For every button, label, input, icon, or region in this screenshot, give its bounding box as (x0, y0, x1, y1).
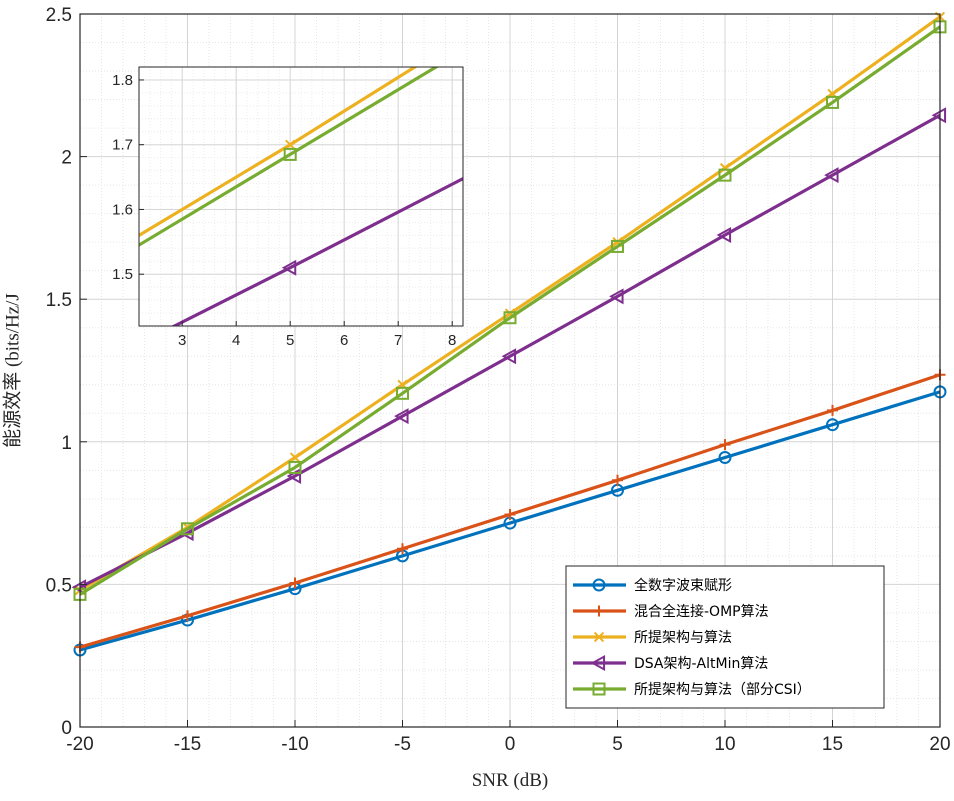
inset-zoom-chart: 3 4 5 6 7 8 1.5 1.6 1.7 1.8 (112, 66, 464, 349)
legend-swatch-marker (590, 654, 606, 672)
data-point (181, 522, 194, 536)
legend-label: 所提架构与算法（部分CSI） (634, 682, 811, 698)
legend-swatch-marker (593, 605, 605, 617)
series-line (79, 113, 941, 589)
inset-y-tick-label: 1.6 (112, 201, 133, 218)
data-point (71, 579, 87, 596)
data-point (288, 460, 302, 474)
x-axis-label: SNR (dB) (472, 770, 549, 791)
data-point (824, 167, 839, 184)
data-point (718, 168, 732, 182)
inset-x-tick-label: 8 (448, 332, 456, 349)
inset-data-point (281, 259, 297, 276)
legend-item-1: 混合全连接-OMP算法 (573, 603, 769, 620)
x-tick-label: -15 (174, 734, 201, 755)
data-point (394, 408, 409, 425)
inset-tick-labels: 3 4 5 6 7 8 1.5 1.6 1.7 1.8 (112, 72, 456, 349)
data-point (931, 107, 947, 124)
legend-item-3: DSA架构-AltMin算法 (573, 654, 768, 672)
x-tick-label: -10 (281, 734, 308, 755)
y-axis-label: 能源效率 (bits/Hz/J (1, 293, 23, 448)
data-point (504, 509, 516, 521)
data-point (719, 162, 731, 174)
inset-series-0 (139, 67, 418, 238)
x-tick-label: 20 (929, 734, 950, 755)
data-point (826, 95, 839, 109)
main-tick-labels: -20 -15 -10 -5 0 5 10 15 20 0 0.5 1 1.5 2 2.5 (46, 5, 951, 755)
main-grid (79, 13, 941, 728)
data-point (718, 450, 732, 464)
inset-series-line (170, 176, 463, 326)
main-series-group (71, 11, 947, 657)
x-tick-label: -5 (394, 734, 411, 755)
legend-item-2: 所提架构与算法 (573, 630, 732, 646)
inset-y-tick-label: 1.8 (112, 72, 133, 89)
series-3 (71, 107, 947, 596)
series-line (79, 25, 941, 596)
data-point (503, 311, 517, 325)
legend-label: 全数字波束赋形 (634, 577, 732, 594)
legend-label: 所提架构与算法 (634, 630, 732, 646)
data-point (611, 239, 624, 253)
inset-series-group (139, 67, 463, 326)
y-tick-label: 2.5 (46, 5, 72, 26)
data-point (182, 610, 193, 622)
legend-swatch-marker (593, 631, 605, 643)
y-tick-label: 0.5 (46, 575, 72, 596)
inset-series-line (139, 67, 440, 247)
x-tick-label: 10 (714, 734, 735, 755)
data-point (501, 348, 517, 365)
legend-swatch-marker (592, 578, 606, 592)
y-tick-label: 1.5 (46, 290, 72, 311)
x-tick-label: 0 (505, 734, 516, 755)
inset-series-2 (139, 67, 440, 247)
legend-item-0: 全数字波束赋形 (573, 577, 732, 594)
y-tick-label: 0 (61, 718, 72, 739)
x-tick-label: 5 (612, 734, 623, 755)
data-point (719, 439, 731, 451)
y-tick-label: 1 (61, 433, 72, 454)
x-tick-label: 15 (822, 734, 843, 755)
data-point (289, 452, 301, 463)
legend-swatch-marker (592, 682, 606, 696)
legend-label: DSA架构-AltMin算法 (634, 656, 768, 672)
y-tick-label: 2 (61, 148, 72, 169)
data-point (289, 577, 301, 589)
legend-label: 混合全连接-OMP算法 (634, 603, 769, 620)
inset-data-point (283, 147, 297, 161)
inset-y-tick-label: 1.7 (112, 137, 133, 154)
data-point (612, 474, 623, 486)
x-tick-label: -20 (66, 734, 93, 755)
inset-x-tick-label: 7 (394, 332, 402, 349)
data-point (609, 288, 624, 305)
inset-plot-frame (138, 66, 464, 327)
inset-x-tick-label: 4 (232, 332, 240, 349)
data-point (396, 386, 409, 400)
inset-data-point (285, 139, 296, 150)
inset-x-tick-label: 3 (178, 332, 186, 349)
inset-x-tick-label: 5 (286, 332, 294, 349)
data-point (397, 543, 408, 555)
inset-grid (138, 66, 464, 327)
inset-y-tick-label: 1.5 (112, 266, 133, 283)
legend-item-4: 所提架构与算法（部分CSI） (573, 682, 811, 698)
series-line (79, 390, 941, 652)
data-point (827, 404, 838, 416)
data-point (826, 418, 839, 432)
series-4 (73, 20, 947, 601)
data-point (716, 227, 732, 244)
inset-series-1 (170, 176, 463, 326)
inset-x-tick-label: 6 (340, 332, 348, 349)
